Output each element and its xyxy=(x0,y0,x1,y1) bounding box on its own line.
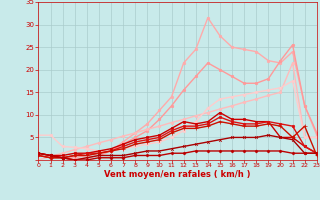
X-axis label: Vent moyen/en rafales ( km/h ): Vent moyen/en rafales ( km/h ) xyxy=(104,170,251,179)
